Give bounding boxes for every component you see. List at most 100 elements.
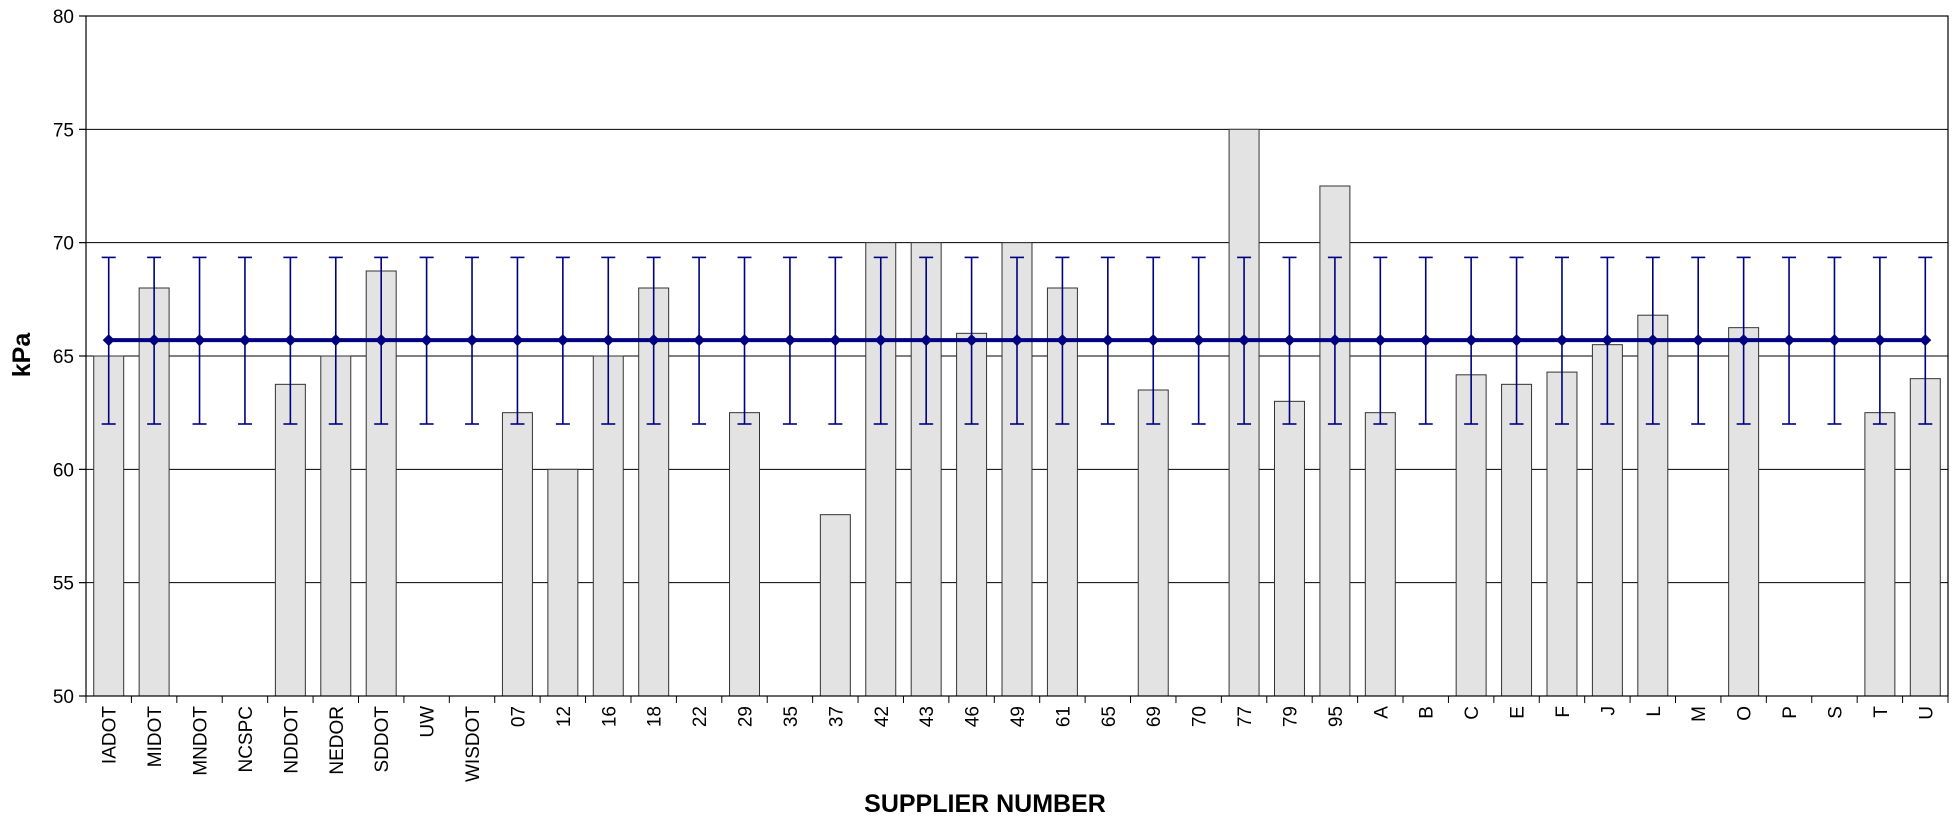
mean-marker: [1828, 334, 1841, 347]
x-tick-label: C: [1462, 706, 1483, 720]
x-tick-label: 22: [690, 706, 711, 727]
mean-marker: [1101, 334, 1114, 347]
x-tick-label: E: [1508, 706, 1529, 719]
x-tick-label: 07: [508, 706, 529, 727]
mean-marker: [1465, 334, 1478, 347]
mean-marker: [920, 334, 933, 347]
x-tick-label: 69: [1144, 706, 1165, 727]
x-tick-label: 37: [826, 706, 847, 727]
x-tick-label: U: [1916, 706, 1937, 720]
bar: [547, 468, 579, 697]
mean-marker: [1056, 334, 1069, 347]
mean-marker: [602, 334, 615, 347]
y-tick-label: 65: [53, 347, 74, 368]
mean-marker: [1601, 334, 1614, 347]
mean-marker: [1283, 334, 1296, 347]
mean-marker: [1419, 334, 1432, 347]
x-tick-label: B: [1417, 706, 1438, 719]
x-tick-label: WISDOT: [463, 706, 484, 782]
bar: [1501, 383, 1533, 697]
y-tick-label: 55: [53, 574, 74, 595]
x-tick-label: 46: [963, 706, 984, 727]
bar: [1274, 400, 1305, 697]
bar: [819, 514, 851, 697]
mean-marker: [466, 334, 479, 347]
mean-marker: [647, 334, 660, 347]
y-tick-label: 80: [53, 7, 74, 28]
x-tick-label: IADOT: [100, 706, 121, 764]
x-tick-label: MIDOT: [145, 706, 166, 768]
y-tick-label: 75: [53, 120, 74, 141]
mean-marker: [1011, 334, 1023, 347]
y-tick-label: 70: [53, 234, 74, 255]
bar: [1864, 412, 1896, 697]
mean-marker: [1147, 334, 1160, 347]
x-tick-label: 61: [1053, 706, 1074, 727]
bar: [274, 383, 306, 697]
x-tick-label: 77: [1235, 706, 1256, 727]
mean-marker: [1737, 334, 1750, 347]
mean-marker: [1192, 334, 1205, 347]
x-tick-label: F: [1553, 706, 1574, 718]
x-tick-label: SDDOT: [372, 706, 393, 773]
mean-marker: [420, 334, 433, 347]
x-tick-label: L: [1644, 706, 1665, 717]
mean-marker: [375, 334, 388, 347]
x-tick-label: O: [1735, 706, 1756, 721]
x-tick-label: 16: [599, 706, 620, 727]
x-tick-label: NEDOR: [327, 706, 348, 775]
x-tick-label: P: [1780, 706, 1801, 719]
mean-marker: [693, 334, 706, 347]
mean-marker: [556, 334, 569, 347]
mean-marker: [329, 334, 342, 347]
x-tick-label: UW: [418, 706, 439, 738]
mean-marker: [874, 334, 887, 347]
x-tick-label: NCSPC: [236, 706, 257, 773]
mean-marker: [1555, 334, 1568, 347]
x-tick-label: 42: [872, 706, 893, 727]
x-tick-label: 79: [1280, 706, 1301, 727]
x-tick-label: A: [1371, 706, 1392, 719]
mean-marker: [284, 334, 297, 347]
bar: [592, 355, 624, 697]
mean-marker: [1783, 334, 1796, 347]
mean-marker: [1374, 334, 1387, 347]
line-layer: [101, 256, 1933, 425]
mean-marker: [102, 334, 115, 347]
mean-marker: [1873, 334, 1886, 347]
x-tick-label: 43: [917, 706, 938, 727]
x-tick-label: 49: [1008, 706, 1029, 727]
x-tick-label: 18: [645, 706, 666, 727]
mean-marker: [1328, 334, 1341, 347]
x-tick-label: MNDOT: [191, 706, 212, 776]
x-tick-label: 35: [781, 706, 802, 727]
mean-marker: [148, 334, 161, 347]
mean-marker: [829, 334, 842, 347]
mean-marker: [1238, 334, 1251, 347]
x-tick-label: M: [1689, 706, 1710, 722]
mean-marker: [1919, 334, 1932, 347]
x-tick-label: 29: [736, 706, 757, 727]
y-axis-title: kPa: [8, 332, 36, 378]
x-tick-label: 70: [1190, 706, 1211, 727]
y-tick-label: 50: [53, 687, 74, 708]
bar: [501, 412, 533, 697]
x-axis-title: SUPPLIER NUMBER: [864, 790, 1106, 818]
bar: [729, 412, 760, 697]
x-tick-label: NDDOT: [281, 706, 302, 774]
x-tick-label: 95: [1326, 706, 1347, 727]
bar: [1909, 378, 1941, 697]
mean-marker: [511, 334, 524, 347]
x-tick-label: J: [1598, 706, 1619, 716]
mean-marker: [1646, 334, 1659, 347]
x-tick-label: 12: [554, 706, 575, 727]
mean-marker: [1510, 334, 1523, 347]
x-tick-label: T: [1871, 706, 1892, 718]
y-tick-label: 60: [53, 460, 74, 481]
bar: [1137, 389, 1169, 697]
axes-layer: [79, 15, 1949, 703]
bar: [1364, 412, 1396, 697]
plot-area-frame: [85, 15, 1949, 697]
mean-marker: [738, 334, 751, 347]
